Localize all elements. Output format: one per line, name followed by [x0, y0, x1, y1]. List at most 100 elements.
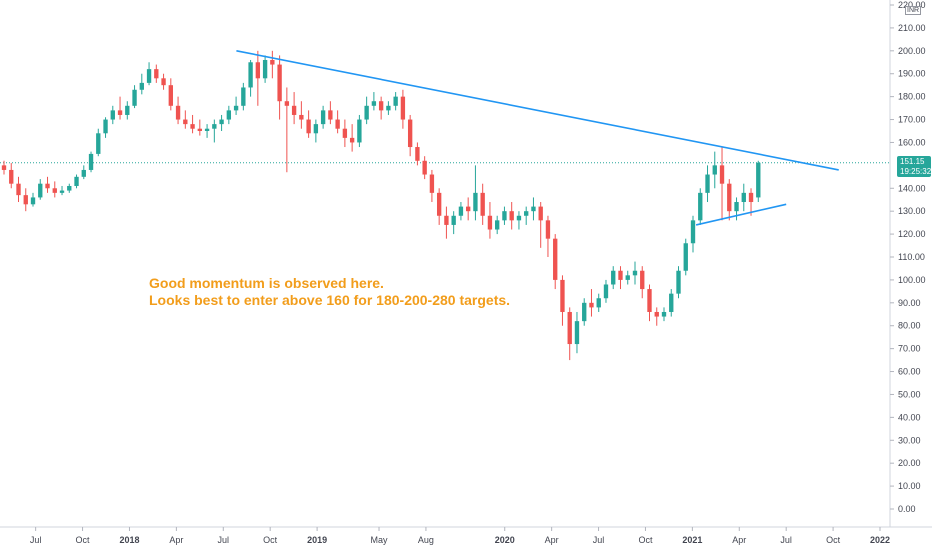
y-tick-label: 200.00	[898, 46, 926, 56]
y-tick-label: 170.00	[898, 115, 926, 125]
candle-down	[299, 114, 304, 120]
x-tick-label: Oct	[826, 535, 841, 545]
candle-down	[277, 64, 282, 102]
candle-down	[154, 69, 159, 79]
candle-down	[342, 128, 348, 138]
candle-up	[371, 101, 377, 106]
candle-down	[270, 59, 275, 65]
last-price-badge: 151.15 19:25:32	[897, 156, 931, 177]
candle-up	[103, 119, 108, 134]
candle-up	[212, 124, 217, 129]
candle-down	[168, 85, 173, 106]
y-tick-label: 50.00	[898, 389, 921, 399]
candle-down	[291, 105, 297, 115]
candle-down	[509, 211, 514, 221]
candle-down	[560, 279, 565, 312]
candle-down	[553, 238, 558, 280]
candle-down	[640, 270, 645, 290]
x-tick-label: Apr	[169, 535, 183, 545]
candle-up	[473, 192, 478, 212]
candle-down	[52, 188, 57, 193]
candle-down	[654, 311, 659, 317]
candle-down	[444, 215, 449, 225]
y-tick-label: 140.00	[898, 183, 926, 193]
x-tick-label: Jul	[30, 535, 42, 545]
x-tick-label: 2022	[870, 535, 890, 545]
candle-down	[480, 192, 485, 216]
y-tick-label: 160.00	[898, 137, 926, 147]
candle-up	[139, 82, 144, 90]
candle-down	[1, 165, 7, 170]
x-tick-label: Oct	[263, 535, 278, 545]
candle-up	[741, 192, 746, 203]
candle-up	[125, 105, 130, 115]
candle-up	[458, 206, 464, 216]
candle-down	[23, 195, 28, 205]
candle-up	[495, 220, 500, 230]
y-tick-label: 190.00	[898, 69, 926, 79]
y-tick-label: 0.00	[898, 504, 916, 514]
candle-down	[415, 147, 420, 161]
y-tick-label: 30.00	[898, 435, 921, 445]
annotation-line-2: Looks best to enter above 160 for 180-20…	[149, 292, 511, 308]
candle-up	[30, 197, 36, 205]
candle-down	[16, 183, 21, 196]
x-tick-label: 2019	[307, 535, 327, 545]
y-tick-label: 80.00	[898, 321, 921, 331]
candle-up	[219, 119, 224, 125]
candle-up	[683, 243, 688, 271]
y-tick-label: 10.00	[898, 481, 921, 491]
candle-up	[676, 270, 681, 294]
candle-down	[45, 183, 50, 189]
candle-down	[255, 62, 261, 79]
candle-up	[357, 119, 362, 143]
candle-up	[110, 110, 115, 120]
x-tick-label: Jul	[218, 535, 230, 545]
x-tick-label: 2018	[119, 535, 139, 545]
x-tick-label: Aug	[418, 535, 434, 545]
candle-up	[81, 169, 86, 177]
candle-down	[197, 128, 202, 131]
currency-label: INR	[905, 6, 922, 15]
candle-down	[466, 206, 471, 212]
last-price-value: 151.15	[900, 157, 925, 166]
candle-up	[734, 202, 739, 212]
y-tick-label: 70.00	[898, 344, 921, 354]
candle-down	[306, 119, 311, 134]
candle-down	[422, 160, 427, 175]
candle-down	[727, 183, 732, 212]
candle-up	[364, 105, 369, 120]
x-tick-label: Oct	[76, 535, 91, 545]
x-tick-label: Jul	[593, 535, 605, 545]
candle-up	[705, 174, 710, 193]
candle-down	[175, 105, 181, 120]
candle-up	[524, 211, 529, 216]
candle-down	[284, 101, 290, 106]
candle-down	[117, 110, 123, 115]
trendline	[695, 203, 787, 226]
candle-up	[582, 302, 587, 322]
candle-down	[429, 174, 435, 193]
x-tick-label: 2020	[495, 535, 515, 545]
candle-up	[146, 69, 152, 83]
candle-up	[262, 59, 268, 79]
chart-annotation: Good momentum is observed here. Looks be…	[149, 275, 510, 309]
candle-down	[567, 311, 572, 345]
candle-up	[393, 96, 398, 106]
candle-down	[545, 220, 551, 239]
candle-down	[618, 270, 623, 280]
candle-down	[719, 165, 725, 184]
candle-down	[538, 206, 543, 221]
candle-up	[74, 176, 79, 186]
y-tick-label: 130.00	[898, 206, 926, 216]
candle-up	[320, 110, 326, 125]
candle-down	[378, 101, 384, 111]
candle-up	[59, 190, 65, 193]
candle-down	[589, 302, 594, 308]
candle-up	[596, 298, 601, 308]
candle-up	[625, 275, 630, 280]
candle-up	[386, 105, 391, 111]
bar-countdown: 19:25:32	[900, 167, 932, 176]
